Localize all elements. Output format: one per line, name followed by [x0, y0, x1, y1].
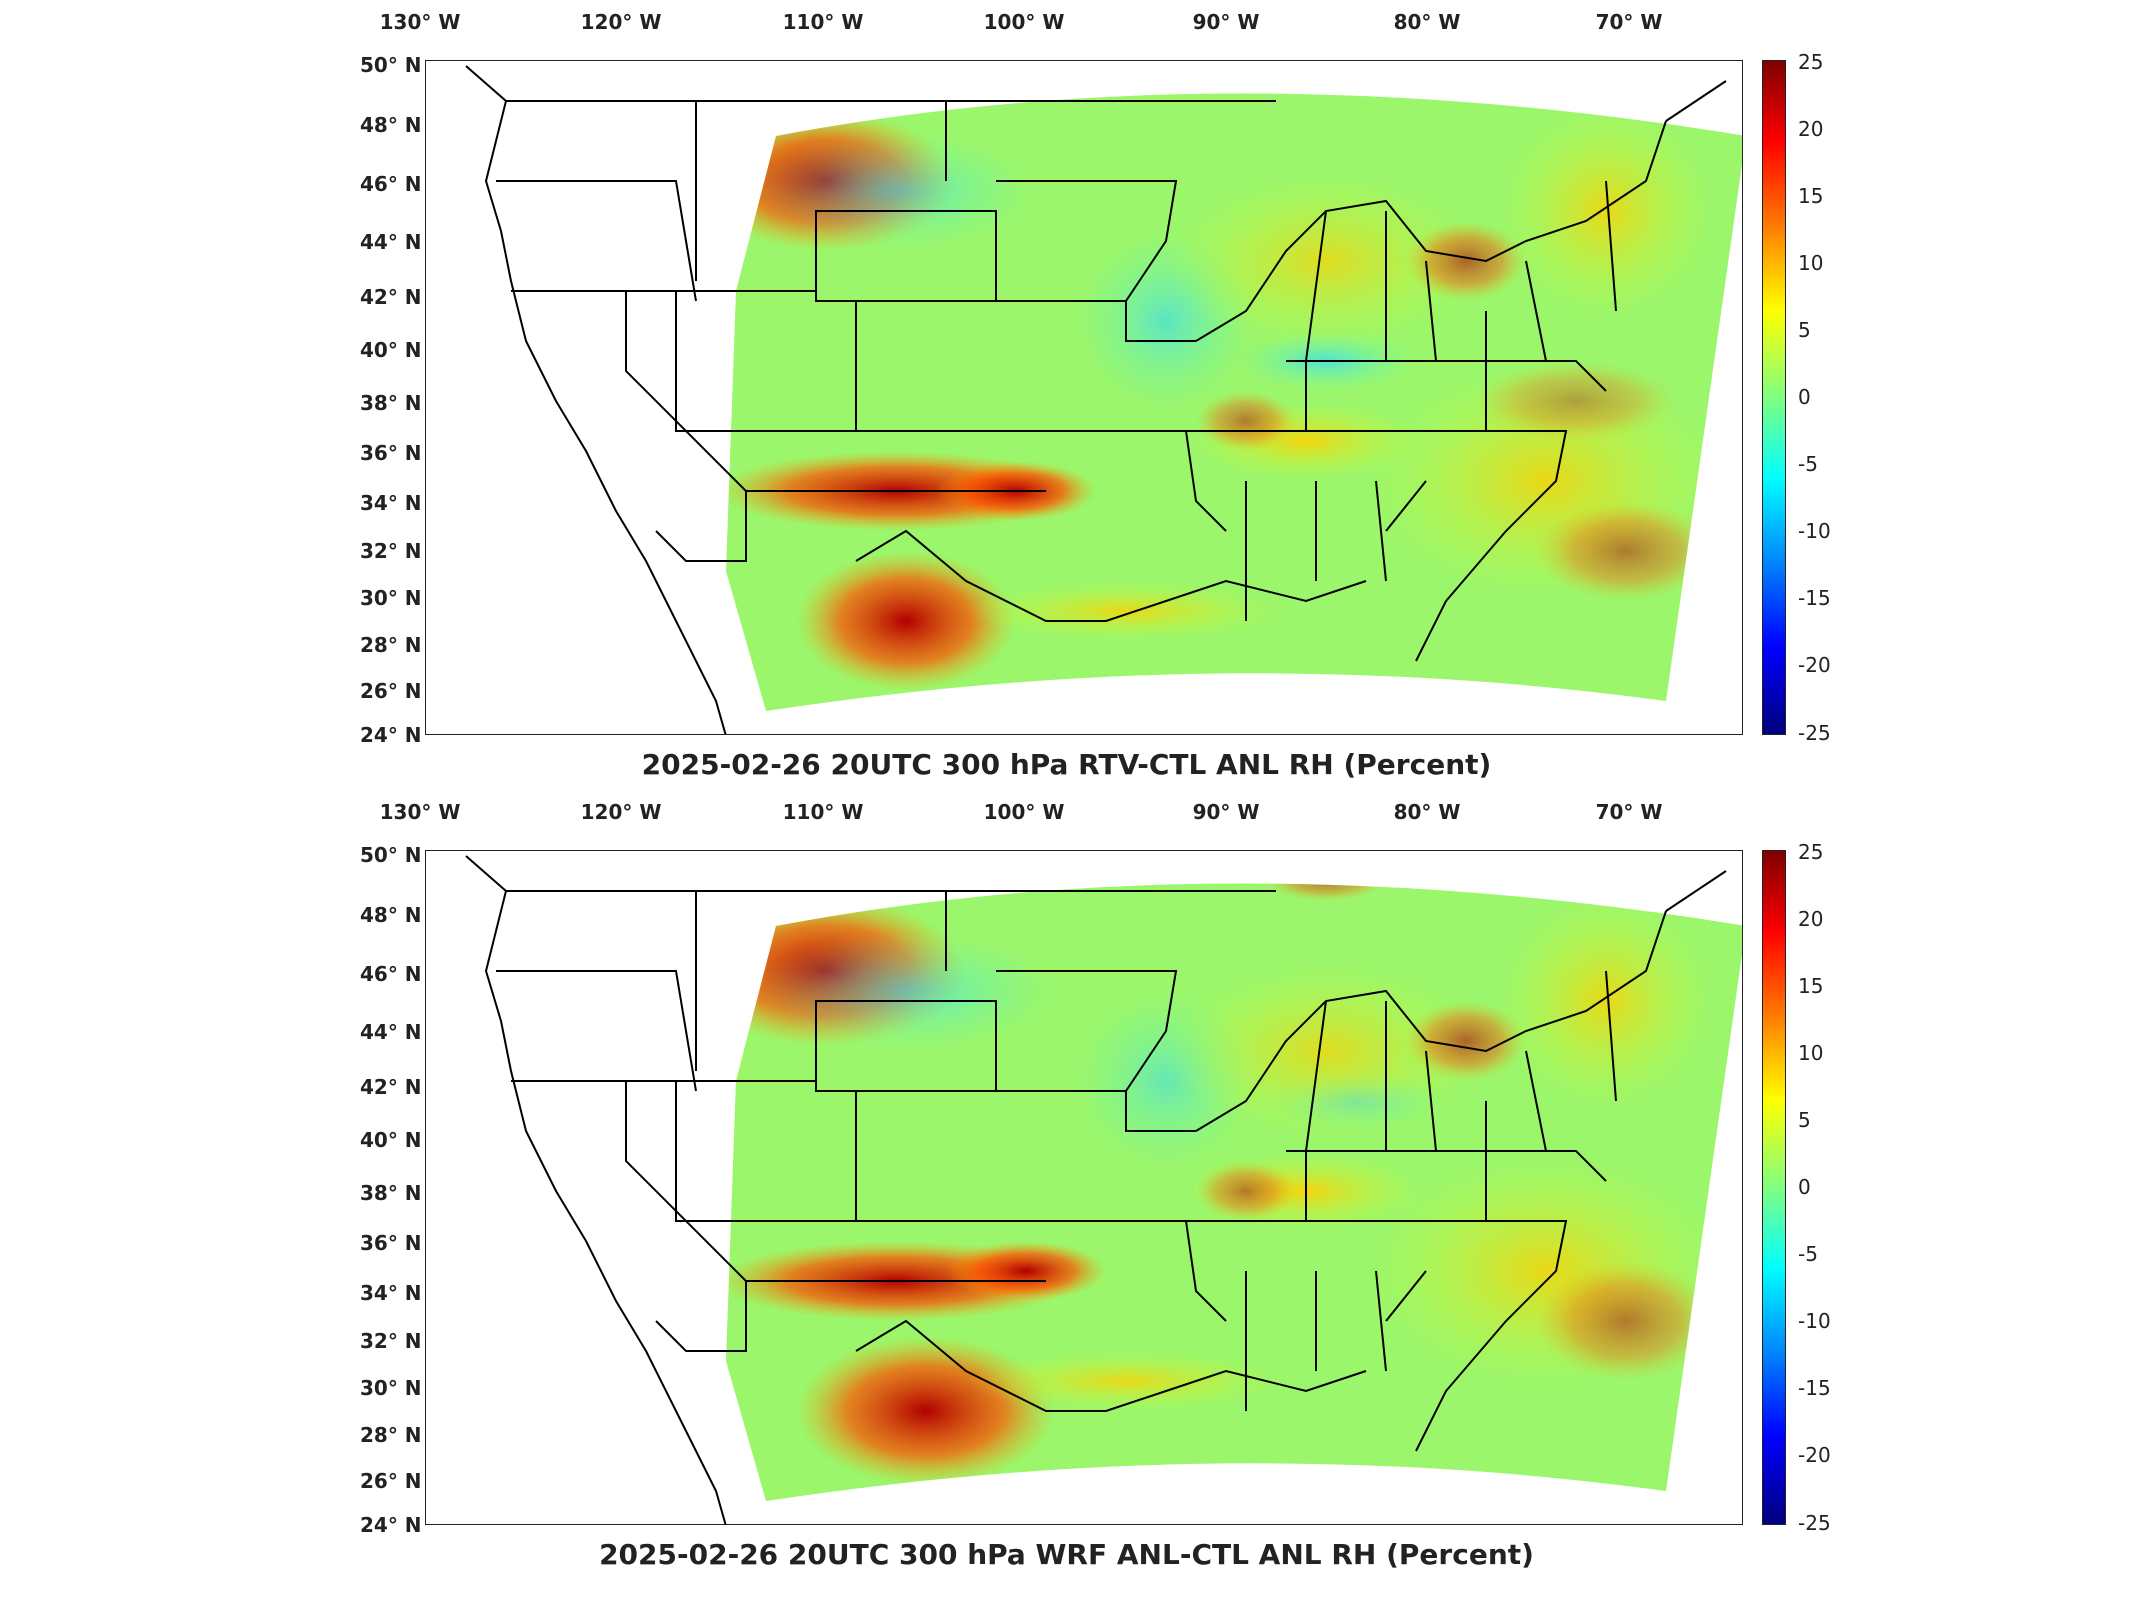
colorbar-tick: 0 — [1798, 1175, 1811, 1199]
rh-difference-map — [465, 65, 1742, 734]
colorbar-tick: -20 — [1798, 653, 1831, 677]
lat-label: 48° N — [360, 903, 422, 927]
lat-label: 50° N — [360, 53, 422, 77]
lon-label: 100° W — [983, 800, 1065, 824]
lat-label: 38° N — [360, 1181, 422, 1205]
colorbar-tick: -10 — [1798, 1309, 1831, 1333]
lon-label: 130° W — [379, 10, 461, 34]
lat-label: 24° N — [360, 723, 422, 747]
lat-label: 44° N — [360, 1020, 422, 1044]
colorbar-tick: 5 — [1798, 1108, 1811, 1132]
lat-label: 46° N — [360, 172, 422, 196]
colorbar — [1762, 60, 1786, 735]
lat-label: 40° N — [360, 1128, 422, 1152]
colorbar-tick: 0 — [1798, 385, 1811, 409]
rh-field — [726, 883, 1742, 1501]
colorbar-tick: -15 — [1798, 1376, 1831, 1400]
map-panel-bottom: 130° W 120° W 110° W 100° W 90° W 80° W … — [0, 790, 2133, 1590]
lat-label: 40° N — [360, 338, 422, 362]
map-panel-top: 130° W 120° W 110° W 100° W 90° W 80° W … — [360, 10, 1831, 781]
lat-label: 28° N — [360, 633, 422, 657]
lon-label: 70° W — [1595, 10, 1663, 34]
lat-label: 26° N — [360, 1469, 422, 1493]
lon-label: 70° W — [1595, 800, 1663, 824]
colorbar-tick: -10 — [1798, 519, 1831, 543]
lon-label: 100° W — [983, 10, 1065, 34]
lat-label: 26° N — [360, 679, 422, 703]
lat-label: 28° N — [360, 1423, 422, 1447]
colorbar-tick: -25 — [1798, 1511, 1831, 1535]
colorbar-tick: 10 — [1798, 1041, 1824, 1065]
lat-label: 30° N — [360, 586, 422, 610]
colorbar-tick: -5 — [1798, 452, 1818, 476]
colorbar-tick: 20 — [1798, 117, 1824, 141]
lon-label: 120° W — [580, 800, 662, 824]
colorbar-tick: 15 — [1798, 184, 1824, 208]
colorbar-tick: 25 — [1798, 50, 1824, 74]
colorbar-tick: 10 — [1798, 251, 1824, 275]
map-title: 2025-02-26 20UTC 300 hPa RTV-CTL ANL RH … — [641, 748, 1492, 781]
map-plot-area — [425, 850, 1743, 1525]
lat-label: 44° N — [360, 230, 422, 254]
state-boundaries — [465, 855, 1727, 1524]
lat-label: 42° N — [360, 285, 422, 309]
lat-label: 32° N — [360, 1329, 422, 1353]
lon-label: 110° W — [782, 10, 864, 34]
state-boundaries — [465, 65, 1727, 734]
lon-label: 80° W — [1393, 800, 1461, 824]
lon-label: 130° W — [379, 800, 461, 824]
lat-label: 34° N — [360, 491, 422, 515]
lat-label: 48° N — [360, 113, 422, 137]
lon-label: 90° W — [1192, 10, 1260, 34]
map-plot-area — [425, 60, 1743, 735]
colorbar — [1762, 850, 1786, 1525]
lat-label: 32° N — [360, 539, 422, 563]
colorbar-tick: -15 — [1798, 586, 1831, 610]
colorbar-tick: -20 — [1798, 1443, 1831, 1467]
lon-label: 80° W — [1393, 10, 1461, 34]
colorbar-tick: -25 — [1798, 721, 1831, 745]
colorbar-tick: 20 — [1798, 907, 1824, 931]
lat-label: 38° N — [360, 391, 422, 415]
map-title: 2025-02-26 20UTC 300 hPa WRF ANL-CTL ANL… — [599, 1538, 1534, 1571]
lat-label: 42° N — [360, 1075, 422, 1099]
colorbar-tick: 25 — [1798, 840, 1824, 864]
lon-label: 110° W — [782, 800, 864, 824]
rh-difference-map — [465, 855, 1742, 1524]
lat-label: 24° N — [360, 1513, 422, 1537]
rh-field — [726, 93, 1742, 711]
lat-label: 34° N — [360, 1281, 422, 1305]
lat-label: 36° N — [360, 441, 422, 465]
colorbar-tick: -5 — [1798, 1242, 1818, 1266]
lon-label: 90° W — [1192, 800, 1260, 824]
colorbar-tick: 5 — [1798, 318, 1811, 342]
lat-label: 50° N — [360, 843, 422, 867]
lat-label: 30° N — [360, 1376, 422, 1400]
lon-label: 120° W — [580, 10, 662, 34]
lat-label: 36° N — [360, 1231, 422, 1255]
lat-label: 46° N — [360, 962, 422, 986]
colorbar-tick: 15 — [1798, 974, 1824, 998]
